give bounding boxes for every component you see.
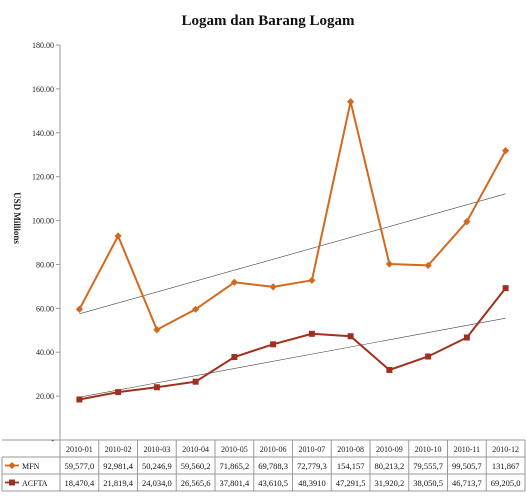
data-point-mfn <box>153 326 161 334</box>
x-tick-label: 2010-07 <box>299 445 326 454</box>
x-tick-label: 2010-01 <box>66 445 93 454</box>
data-label-mfn: 99,505,7 <box>452 461 482 471</box>
data-point-acfta <box>270 341 277 348</box>
plot-area: -20.0040.0060.0080.00100.00120.00140.001… <box>32 41 525 445</box>
trend-line-acfta <box>79 317 506 398</box>
trend-line-mfn <box>79 193 506 315</box>
legend-marker-mfn <box>8 462 16 469</box>
y-tick-label: 140.00 <box>32 129 54 138</box>
data-label-acfta: 69,205,0 <box>491 478 521 488</box>
y-tick-label: 120.00 <box>32 173 54 182</box>
x-tick-label: 2010-10 <box>415 445 442 454</box>
series-line-mfn <box>78 101 507 332</box>
data-label-acfta: 24,034,0 <box>142 478 172 488</box>
y-axis-label: USD Millions <box>12 192 22 244</box>
y-tick-label: 100.00 <box>32 217 54 226</box>
data-point-acfta <box>502 285 509 292</box>
data-label-acfta: 37,801,4 <box>220 478 251 488</box>
data-label-acfta: 46,713,7 <box>452 478 482 488</box>
data-point-acfta <box>386 366 393 373</box>
data-point-acfta <box>192 378 199 385</box>
y-tick-label: 160.00 <box>32 85 54 94</box>
data-label-acfta: 43,610,5 <box>258 478 288 488</box>
data-label-mfn: 154,157 <box>337 461 365 471</box>
data-label-mfn: 72,779,3 <box>297 461 327 471</box>
y-tick-label: 180.00 <box>32 41 54 50</box>
data-point-mfn <box>502 147 510 155</box>
x-tick-label: 2010-11 <box>454 445 480 454</box>
data-label-acfta: 26,565,6 <box>181 478 211 488</box>
data-label-mfn: 92,981,4 <box>103 461 134 471</box>
data-point-mfn <box>114 232 122 240</box>
data-point-acfta <box>463 334 470 341</box>
data-label-mfn: 79,555,7 <box>413 461 443 471</box>
data-point-mfn <box>192 305 200 313</box>
x-tick-label: 2010-06 <box>260 445 287 454</box>
x-tick-label: 2010-04 <box>182 445 209 454</box>
data-label-mfn: 50,246,9 <box>142 461 172 471</box>
series-line-acfta <box>79 287 507 401</box>
x-tick-label: 2010-03 <box>144 445 171 454</box>
data-label-mfn: 131,867 <box>492 461 520 471</box>
data-label-mfn: 59,577,0 <box>65 461 95 471</box>
data-label-acfta: 38,050,5 <box>413 478 443 488</box>
x-tick-label: 2010-09 <box>376 445 403 454</box>
data-point-acfta <box>231 354 238 361</box>
data-label-acfta: 31,920,2 <box>375 478 405 488</box>
chart-title: Logam dan Barang Logam <box>182 13 355 29</box>
legend-label-mfn: MFN <box>22 462 40 471</box>
data-point-mfn <box>75 305 83 313</box>
data-point-mfn <box>385 260 393 268</box>
data-label-acfta: 21,819,4 <box>103 478 134 488</box>
data-point-acfta <box>76 396 83 403</box>
data-label-mfn: 69,788,3 <box>258 461 288 471</box>
data-label-acfta: 47,291,5 <box>336 478 366 488</box>
x-tick-label: 2010-05 <box>221 445 248 454</box>
data-point-acfta <box>347 333 354 340</box>
y-tick-label: 40.00 <box>36 348 54 357</box>
data-point-mfn <box>308 276 316 284</box>
y-tick-label: 80.00 <box>36 260 54 269</box>
data-point-mfn <box>463 218 471 226</box>
data-point-acfta <box>425 353 432 360</box>
legend-marker-acfta <box>9 479 15 486</box>
data-point-acfta <box>115 389 122 396</box>
data-point-acfta <box>308 330 315 337</box>
x-tick-label: 2010-02 <box>105 445 132 454</box>
data-point-mfn <box>230 278 238 286</box>
x-tick-label: 2010-12 <box>492 445 519 454</box>
data-label-mfn: 80,213,2 <box>375 461 405 471</box>
data-label-mfn: 59,560,2 <box>181 461 211 471</box>
y-tick-label: 60.00 <box>36 304 54 313</box>
data-point-acfta <box>153 384 160 391</box>
data-label-acfta: 18,470,4 <box>65 478 96 488</box>
data-label-acfta: 48,3910 <box>298 478 326 488</box>
data-point-mfn <box>347 98 355 106</box>
data-point-mfn <box>269 283 277 291</box>
data-table: 2010-01 2010-02 2010-03 2010-04 2010-05 2010-… <box>1 439 526 492</box>
data-point-mfn <box>424 261 432 270</box>
x-tick-label: 2010-08 <box>337 445 364 454</box>
legend-label-acfta: ACFTA <box>22 479 48 488</box>
data-label-mfn: 71,865,2 <box>220 461 250 471</box>
y-tick-label: 20.00 <box>36 392 54 401</box>
